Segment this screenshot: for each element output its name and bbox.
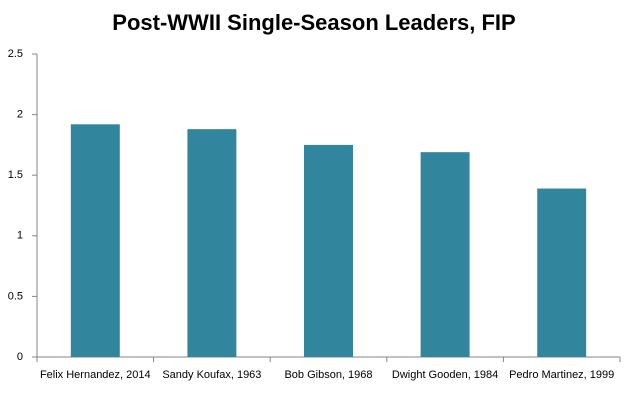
x-tick-label: Dwight Gooden, 1984 (391, 369, 499, 381)
bar (537, 188, 587, 357)
x-tick-label: Felix Hernandez, 2014 (39, 369, 151, 381)
bar (304, 144, 353, 357)
y-tick-label: 2 (17, 109, 23, 121)
x-tick-label: Bob Gibson, 1968 (284, 369, 373, 381)
bar (187, 129, 237, 357)
x-tick-label: Pedro Martinez, 1999 (509, 369, 615, 381)
bar (70, 124, 120, 358)
chart-title: Post-WWII Single-Season Leaders, FIP (112, 10, 515, 35)
y-tick-label: 0.5 (8, 290, 23, 302)
y-tick-label: 2.5 (8, 48, 23, 60)
y-tick-label: 0 (17, 351, 23, 363)
y-tick-label: 1.5 (8, 169, 23, 181)
x-tick-label: Sandy Koufax, 1963 (162, 369, 262, 381)
y-tick-label: 1 (17, 230, 23, 242)
bar (420, 152, 470, 357)
